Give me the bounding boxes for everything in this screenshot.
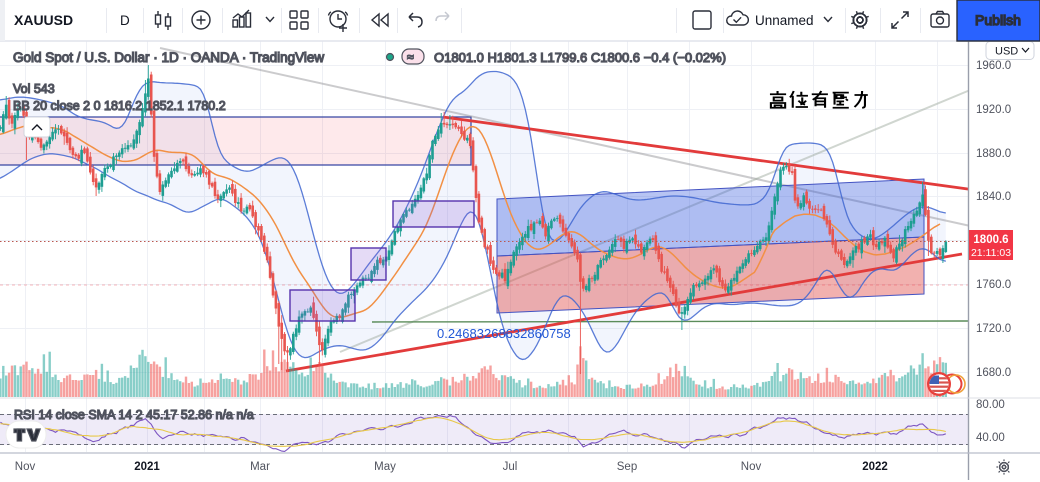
svg-text:USD: USD (995, 46, 1018, 58)
svg-text:Publish: Publish (975, 12, 1021, 28)
svg-text:2022: 2022 (862, 461, 888, 473)
svg-text:Gold Spot / U.S. Dollar · 1D ·: Gold Spot / U.S. Dollar · 1D · OANDA · T… (13, 50, 324, 65)
svg-text:1800.6: 1800.6 (973, 234, 1008, 246)
svg-text:Vol 543: Vol 543 (13, 82, 55, 96)
svg-text:O1801.0 H1801.3 L1799.6 C1800.: O1801.0 H1801.3 L1799.6 C1800.6 −0.4 (−0… (434, 50, 726, 65)
svg-text:0.24683268632860758: 0.24683268632860758 (437, 326, 571, 341)
svg-text:1760.0: 1760.0 (976, 279, 1011, 291)
svg-text:1960.0: 1960.0 (976, 60, 1011, 72)
svg-text:D: D (120, 13, 130, 28)
svg-text:May: May (374, 461, 396, 473)
svg-text:1880.0: 1880.0 (976, 148, 1011, 160)
svg-text:1920.0: 1920.0 (976, 104, 1011, 116)
svg-text:21:11:03: 21:11:03 (971, 247, 1011, 259)
svg-text:≈: ≈ (407, 50, 414, 64)
svg-text:80.00: 80.00 (976, 399, 1005, 411)
svg-text:1840.0: 1840.0 (976, 191, 1011, 203)
svg-text:Nov: Nov (15, 461, 36, 473)
svg-text:XAUUSD: XAUUSD (14, 12, 73, 28)
svg-text:Mar: Mar (250, 461, 270, 473)
svg-text:Unnamed: Unnamed (755, 13, 814, 28)
svg-text:2021: 2021 (134, 461, 160, 473)
svg-text:Nov: Nov (741, 461, 762, 473)
svg-text:40.00: 40.00 (976, 432, 1005, 444)
svg-text:BB 20 close 2 0 1816.2 1852.: BB 20 close 2 0 1816.2 1852.1 1780.2 (13, 99, 226, 113)
svg-text:RSI 14 close SMA 14 2 45.17 5: RSI 14 close SMA 14 2 45.17 52.86 n/a n/… (14, 408, 254, 422)
svg-text:Sep: Sep (617, 461, 637, 473)
svg-text:1720.0: 1720.0 (976, 323, 1011, 335)
svg-text:1680.0: 1680.0 (976, 367, 1011, 379)
svg-text:Jul: Jul (503, 461, 518, 473)
